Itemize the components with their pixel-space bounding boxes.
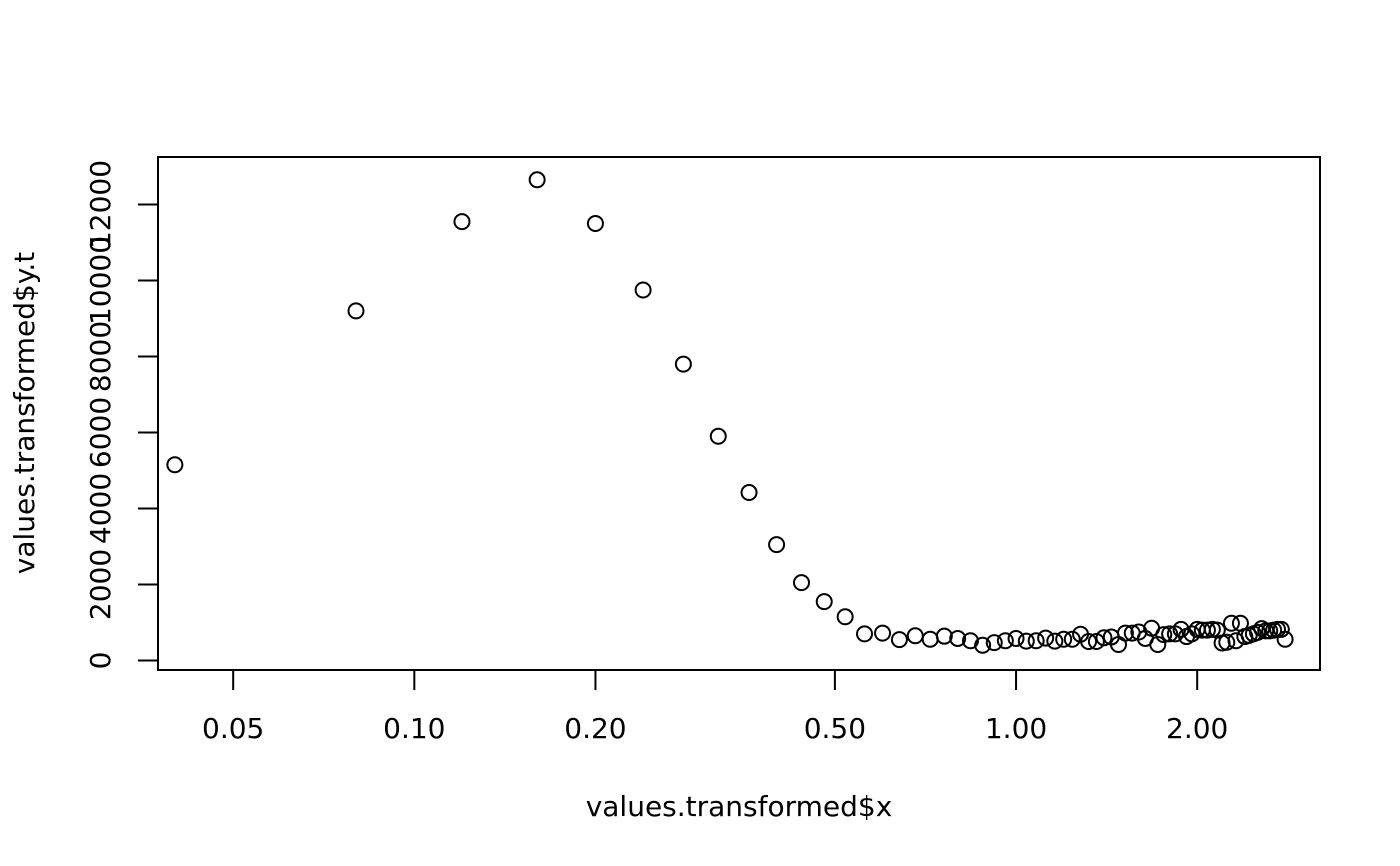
data-point [453, 213, 471, 231]
x-axis-label: values.transformed$x [586, 790, 893, 823]
data-point [1027, 632, 1045, 650]
data-point [740, 484, 758, 502]
data-point [1116, 624, 1134, 642]
y-tick-label: 6000 [84, 397, 117, 468]
data-point [949, 629, 967, 647]
x-tick-label: 0.20 [564, 712, 626, 745]
data-point [586, 215, 604, 232]
data-point [1222, 614, 1240, 632]
data-point [1249, 623, 1267, 641]
x-tick-label: 2.00 [1166, 712, 1228, 745]
x-tick-label: 0.05 [202, 712, 264, 745]
data-point [1161, 625, 1179, 643]
data-point [1149, 636, 1167, 654]
data-point [985, 634, 1003, 652]
data-point [1218, 633, 1236, 651]
y-tick-label: 0 [84, 652, 117, 670]
data-point [874, 624, 892, 642]
data-point [1272, 620, 1290, 638]
data-point [921, 630, 939, 648]
plot-frame [157, 156, 1321, 671]
data-point [347, 302, 365, 320]
data-point [1063, 630, 1081, 648]
data-point [974, 636, 992, 654]
x-axis: 0.05 0.10 0.20 0.50 1.00 2.00 [202, 669, 1228, 745]
y-tick-label: 12000 [84, 160, 117, 249]
data-point [1095, 629, 1113, 647]
x-tick-label: 0.10 [383, 712, 445, 745]
data-point [935, 627, 953, 645]
y-tick-label: 10000 [84, 236, 117, 325]
data-points [166, 171, 1294, 654]
data-point [1017, 632, 1035, 650]
data-point [1080, 633, 1098, 650]
data-point [528, 171, 546, 189]
y-axis-label: values.transformed$y.t [8, 252, 41, 575]
data-point [906, 627, 924, 645]
data-point [1037, 629, 1055, 647]
data-point [1046, 632, 1064, 650]
data-point [1007, 629, 1025, 647]
data-point [1276, 630, 1294, 648]
y-tick-label: 8000 [84, 321, 117, 392]
data-point [674, 355, 692, 373]
data-point [1183, 625, 1201, 643]
data-point [709, 427, 727, 445]
x-tick-label: 0.50 [804, 712, 866, 745]
y-tick-label: 2000 [84, 549, 117, 620]
data-point [1166, 625, 1184, 643]
data-point [815, 593, 833, 611]
data-point [768, 536, 786, 554]
data-point [890, 631, 908, 649]
data-point [836, 608, 854, 626]
x-tick-label: 1.00 [985, 712, 1047, 745]
data-point [634, 281, 652, 299]
data-point [996, 632, 1014, 650]
data-point [792, 574, 810, 592]
data-point [1055, 630, 1073, 648]
data-point [1155, 626, 1173, 644]
data-point [166, 456, 184, 474]
data-point [856, 625, 874, 643]
y-tick-label: 4000 [84, 473, 117, 544]
